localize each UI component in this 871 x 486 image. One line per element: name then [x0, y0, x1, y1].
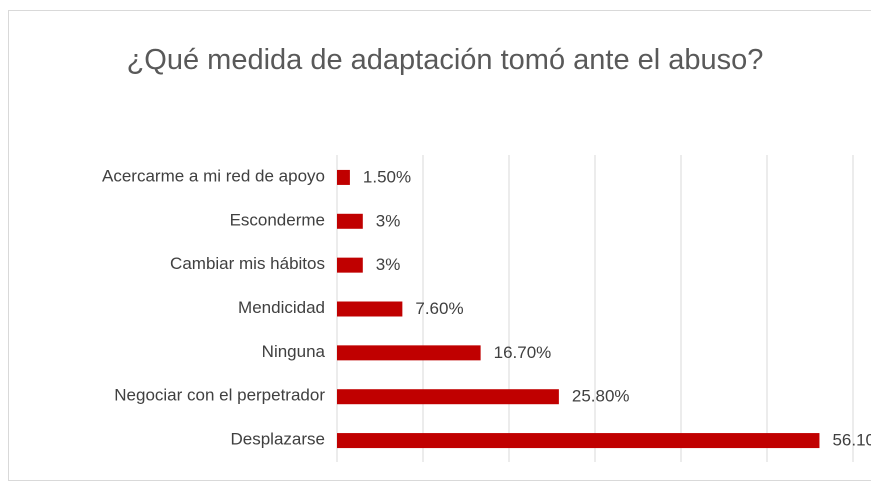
y-tick-label: Mendicidad [238, 298, 325, 317]
bar [337, 433, 820, 449]
y-tick-label: Desplazarse [231, 430, 326, 449]
y-tick-label: Negociar con el perpetrador [114, 386, 325, 405]
data-label: 7.60% [415, 299, 463, 318]
y-tick-label: Acercarme a mi red de apoyo [102, 166, 325, 185]
y-tick-label: Esconderme [230, 210, 325, 229]
bar [337, 213, 363, 229]
bar [337, 169, 350, 185]
data-label: 16.70% [494, 343, 552, 362]
chart-border [8, 10, 871, 481]
bar [337, 257, 363, 273]
data-label: 3% [376, 255, 401, 274]
y-tick-label: Ninguna [262, 342, 326, 361]
bar [337, 345, 481, 361]
data-label: 3% [376, 211, 401, 230]
y-tick-label: Cambiar mis hábitos [170, 254, 325, 273]
data-label: 56.10% [832, 431, 871, 450]
chart-title: ¿Qué medida de adaptación tomó ante el a… [126, 44, 764, 76]
data-label: 25.80% [572, 387, 630, 406]
bar [337, 301, 403, 317]
data-label: 1.50% [363, 167, 411, 186]
bar [337, 389, 559, 405]
